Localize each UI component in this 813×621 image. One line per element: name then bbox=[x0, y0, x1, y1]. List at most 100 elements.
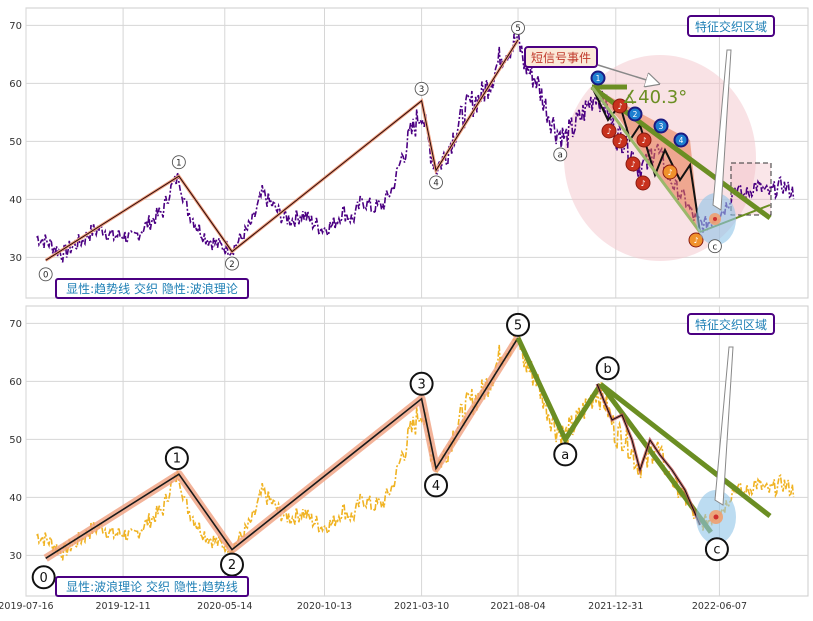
event-dot-note-icon: ♪ bbox=[667, 168, 672, 177]
bottom-caption-text: 显性:波浪理论 交织 隐性:趋势线 bbox=[66, 579, 238, 594]
xtick-label: 2019-12-11 bbox=[95, 601, 150, 612]
bottom-caption-box bbox=[55, 576, 249, 597]
bottom-wave-label-b: b bbox=[604, 362, 612, 377]
bottom-wave-label-circle bbox=[506, 312, 531, 337]
event-dot-marker bbox=[601, 123, 617, 139]
top-ytick-label: 60 bbox=[9, 79, 22, 90]
zone-callout-box-top bbox=[687, 15, 775, 37]
bottom-wave-label-circle bbox=[164, 446, 189, 471]
blue-wave-marker bbox=[653, 118, 669, 134]
event-dot-note-icon: ♪ bbox=[630, 160, 635, 169]
xtick-label: 2021-08-04 bbox=[490, 601, 545, 612]
event-dot-note-icon: ♪ bbox=[640, 179, 645, 188]
top-wave-label-a: a bbox=[558, 151, 563, 161]
blue-wave-marker bbox=[627, 106, 643, 122]
event-dot-marker bbox=[688, 232, 704, 248]
bottom-focus-glow-dot bbox=[713, 514, 719, 520]
top-wave-label-circle bbox=[553, 147, 568, 162]
bottom-wave-line bbox=[45, 337, 519, 559]
bottom-wave-label-5: 5 bbox=[514, 318, 522, 333]
xtick-label: 2021-03-10 bbox=[394, 601, 449, 612]
bottom-decline-zigzag bbox=[596, 383, 701, 526]
bottom-plot-area bbox=[25, 305, 809, 597]
top-caption-text: 显性:趋势线 交织 隐性:波浪理论 bbox=[66, 281, 238, 296]
short-signal-callout-text: 短信号事件 bbox=[531, 51, 591, 65]
xtick-label: 2022-06-07 bbox=[692, 601, 747, 612]
bottom-wave-label-circle bbox=[553, 442, 578, 467]
bottom-wave-label-circle bbox=[31, 565, 56, 590]
blue-wave-marker-label: 1 bbox=[596, 74, 601, 83]
bottom-ytick-label: 50 bbox=[9, 435, 22, 446]
bottom-wave-label-c: c bbox=[713, 543, 720, 558]
bottom-wave-label-circle bbox=[595, 356, 620, 381]
event-dot-note-icon: ♪ bbox=[693, 236, 698, 245]
top-wave-label-0: 0 bbox=[43, 271, 48, 281]
top-wave-label-circle bbox=[429, 175, 443, 190]
bottom-wave-label-2: 2 bbox=[228, 558, 236, 573]
bottom-wave-label-circle bbox=[409, 371, 434, 396]
zone-callout-text-bottom: 特征交织区域 bbox=[695, 317, 767, 332]
short-signal-arrow bbox=[597, 64, 653, 82]
trendline-steep bbox=[590, 86, 702, 233]
event-dot-note-icon: ♪ bbox=[617, 137, 622, 146]
top-ytick-label: 50 bbox=[9, 137, 22, 148]
top-ytick-label: 70 bbox=[9, 21, 22, 32]
event-dot-note-icon: ♪ bbox=[617, 102, 622, 111]
top-wave-label-circle bbox=[171, 155, 186, 170]
bottom-correction-ab bbox=[515, 336, 603, 445]
blue-wave-marker-label: 2 bbox=[633, 110, 638, 119]
bottom-wave-label-circle bbox=[219, 552, 244, 577]
bottom-wave-label-4: 4 bbox=[432, 479, 440, 494]
top-wave-line bbox=[45, 39, 519, 261]
bottom-wave-label-1: 1 bbox=[173, 452, 181, 467]
top-wave-label-circle bbox=[38, 267, 53, 282]
bottom-wave-label-0: 0 bbox=[40, 571, 48, 586]
top-wave-label-c: c bbox=[713, 242, 718, 252]
xtick-label: 2019-07-16 bbox=[0, 601, 54, 612]
top-wave-label-circle bbox=[225, 256, 239, 271]
top-wave-label-3: 3 bbox=[419, 85, 424, 95]
event-dot-note-icon: ♪ bbox=[606, 127, 611, 136]
bottom-trendline-upper bbox=[600, 383, 741, 491]
zone-arrow-top bbox=[712, 49, 732, 211]
top-wave-label-5: 5 bbox=[515, 24, 520, 34]
angle-label: ∡40.3° bbox=[622, 87, 687, 108]
top-wave-label-circle bbox=[707, 239, 722, 254]
bottom-wave-label-circle bbox=[704, 537, 729, 562]
xtick-label: 2021-12-31 bbox=[588, 601, 643, 612]
event-dot-marker bbox=[612, 133, 628, 149]
blue-wave-marker-label: 4 bbox=[679, 136, 684, 145]
top-decline-zigzag bbox=[591, 86, 701, 233]
top-wave-label-circle bbox=[511, 20, 525, 35]
bottom-ytick-label: 40 bbox=[9, 493, 22, 504]
blue-wave-marker-label: 3 bbox=[659, 122, 664, 131]
top-wave-label-1: 1 bbox=[176, 158, 181, 168]
xtick-label: 2020-10-13 bbox=[297, 601, 352, 612]
bottom-ytick-label: 70 bbox=[9, 319, 22, 330]
top-wave-label-2: 2 bbox=[229, 260, 234, 270]
zone-callout-box-bottom bbox=[687, 313, 775, 335]
bottom-wave-label-3: 3 bbox=[417, 377, 425, 392]
bottom-wave-label-circle bbox=[424, 473, 449, 498]
focus-glow-dot bbox=[713, 217, 717, 221]
event-dot-marker bbox=[662, 164, 678, 180]
top-caption-box bbox=[55, 278, 249, 299]
xtick-label: 2020-05-14 bbox=[197, 601, 252, 612]
top-ytick-label: 30 bbox=[9, 253, 22, 264]
event-dot-marker bbox=[636, 132, 652, 148]
top-wave-label-circle bbox=[414, 81, 429, 96]
event-dot-marker bbox=[625, 156, 641, 172]
short-signal-callout-box bbox=[524, 46, 598, 68]
event-dot-marker bbox=[612, 98, 628, 114]
blue-wave-marker bbox=[590, 70, 606, 86]
bottom-ytick-label: 30 bbox=[9, 551, 22, 562]
event-dot-marker bbox=[635, 175, 651, 191]
blue-wave-marker bbox=[673, 132, 689, 148]
bottom-ytick-label: 60 bbox=[9, 377, 22, 388]
zone-arrow-bottom bbox=[714, 346, 734, 506]
event-dot-note-icon: ♪ bbox=[641, 136, 646, 145]
bottom-wave-label-a: a bbox=[561, 448, 569, 463]
top-wave-label-4: 4 bbox=[433, 179, 438, 189]
